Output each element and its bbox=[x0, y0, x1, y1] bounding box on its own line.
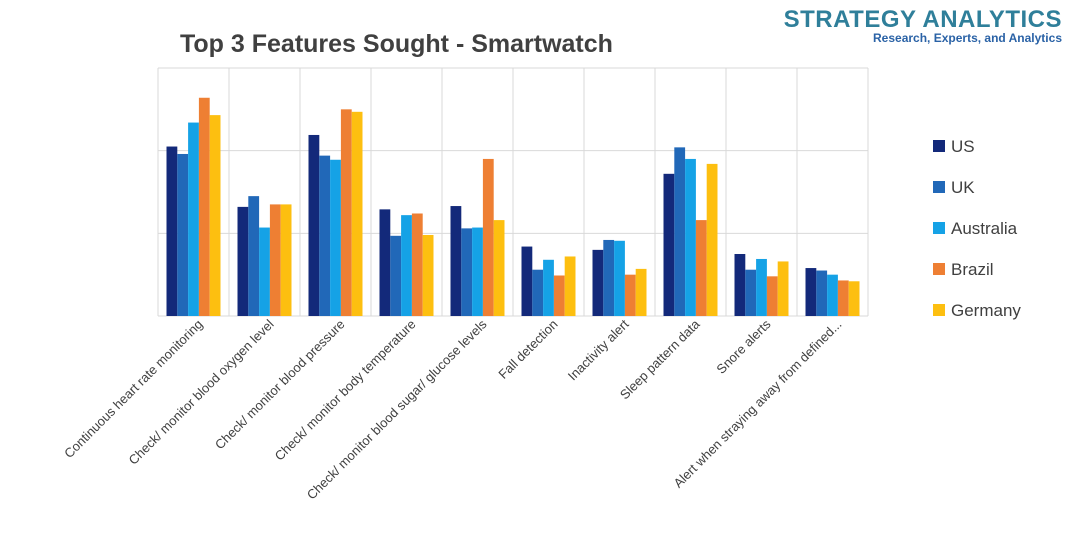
bar-germany-7 bbox=[635, 268, 647, 316]
bar-australia-7 bbox=[614, 240, 625, 316]
legend-label-brazil: Brazil bbox=[951, 260, 994, 279]
bar-us-4 bbox=[379, 209, 391, 316]
bar-germany-2 bbox=[280, 204, 292, 316]
bar-us-8 bbox=[663, 173, 675, 316]
bar-germany-1 bbox=[209, 115, 221, 317]
legend-swatch-germany bbox=[933, 304, 945, 316]
bar-us-3 bbox=[308, 134, 320, 316]
bar-uk-9 bbox=[745, 269, 757, 316]
bar-australia-8 bbox=[685, 158, 696, 316]
bar-uk-2 bbox=[248, 196, 260, 316]
legend-label-uk: UK bbox=[951, 178, 975, 197]
bar-brazil-4 bbox=[411, 213, 423, 316]
bar-brazil-5 bbox=[482, 158, 494, 316]
bar-brazil-1 bbox=[198, 97, 210, 316]
bar-brazil-2 bbox=[269, 204, 281, 316]
bar-germany-3 bbox=[351, 111, 363, 317]
bar-germany-4 bbox=[422, 234, 434, 316]
x-tick-label-6: Fall detection bbox=[495, 317, 560, 382]
chart-title: Top 3 Features Sought - Smartwatch bbox=[180, 30, 613, 58]
bar-uk-1 bbox=[177, 153, 189, 316]
bar-uk-4 bbox=[390, 235, 402, 316]
bar-germany-8 bbox=[706, 163, 718, 316]
x-tick-label-7: Inactivity alert bbox=[565, 316, 632, 383]
bar-brazil-7 bbox=[624, 274, 636, 316]
x-tick-label-2: Check/ monitor blood oxygen level bbox=[125, 316, 276, 467]
bar-australia-10 bbox=[827, 274, 838, 316]
bar-us-2 bbox=[237, 206, 249, 316]
bar-brazil-3 bbox=[340, 109, 352, 316]
bar-brazil-9 bbox=[766, 276, 778, 316]
brand-logo-name: STRATEGY ANALYTICS bbox=[784, 6, 1062, 33]
bar-uk-8 bbox=[674, 147, 686, 316]
bar-australia-9 bbox=[756, 258, 767, 316]
bar-australia-6 bbox=[543, 259, 554, 316]
brand-logo-tagline: Research, Experts, and Analytics bbox=[873, 31, 1062, 45]
bar-uk-7 bbox=[603, 239, 615, 316]
bar-us-9 bbox=[734, 254, 746, 316]
bar-us-7 bbox=[592, 249, 604, 316]
legend-swatch-us bbox=[933, 140, 945, 152]
bar-australia-1 bbox=[188, 122, 199, 316]
bar-germany-9 bbox=[777, 261, 789, 316]
x-tick-label-3: Check/ monitor blood pressure bbox=[212, 317, 348, 453]
legend-label-germany: Germany bbox=[951, 301, 1021, 320]
bar-us-10 bbox=[805, 268, 817, 316]
bar-uk-3 bbox=[319, 155, 331, 316]
bar-series-group bbox=[166, 97, 860, 317]
bar-germany-5 bbox=[493, 220, 505, 316]
bar-us-6 bbox=[521, 246, 533, 316]
bar-australia-5 bbox=[472, 227, 483, 316]
legend-swatch-australia bbox=[933, 222, 945, 234]
bar-uk-10 bbox=[816, 270, 828, 316]
bar-germany-10 bbox=[848, 281, 860, 316]
bar-us-1 bbox=[166, 146, 178, 316]
x-tick-label-4: Check/ monitor body temperature bbox=[272, 317, 419, 464]
bar-brazil-10 bbox=[837, 280, 849, 316]
bar-uk-6 bbox=[532, 269, 544, 316]
bar-germany-6 bbox=[564, 256, 576, 316]
bar-uk-5 bbox=[461, 228, 473, 316]
x-tick-label-1: Continuous heart rate monitoring bbox=[61, 317, 205, 461]
legend-swatch-brazil bbox=[933, 263, 945, 275]
bar-brazil-8 bbox=[695, 220, 707, 316]
bar-australia-4 bbox=[401, 215, 412, 316]
bar-brazil-6 bbox=[553, 275, 565, 316]
legend: US UK Australia Brazil Germany bbox=[933, 137, 1021, 320]
bar-australia-3 bbox=[330, 159, 341, 316]
legend-label-us: US bbox=[951, 137, 975, 156]
legend-label-australia: Australia bbox=[951, 219, 1018, 238]
legend-swatch-uk bbox=[933, 181, 945, 193]
bar-australia-2 bbox=[259, 227, 270, 316]
bar-us-5 bbox=[450, 206, 462, 316]
x-tick-label-9: Snore alerts bbox=[713, 316, 774, 377]
